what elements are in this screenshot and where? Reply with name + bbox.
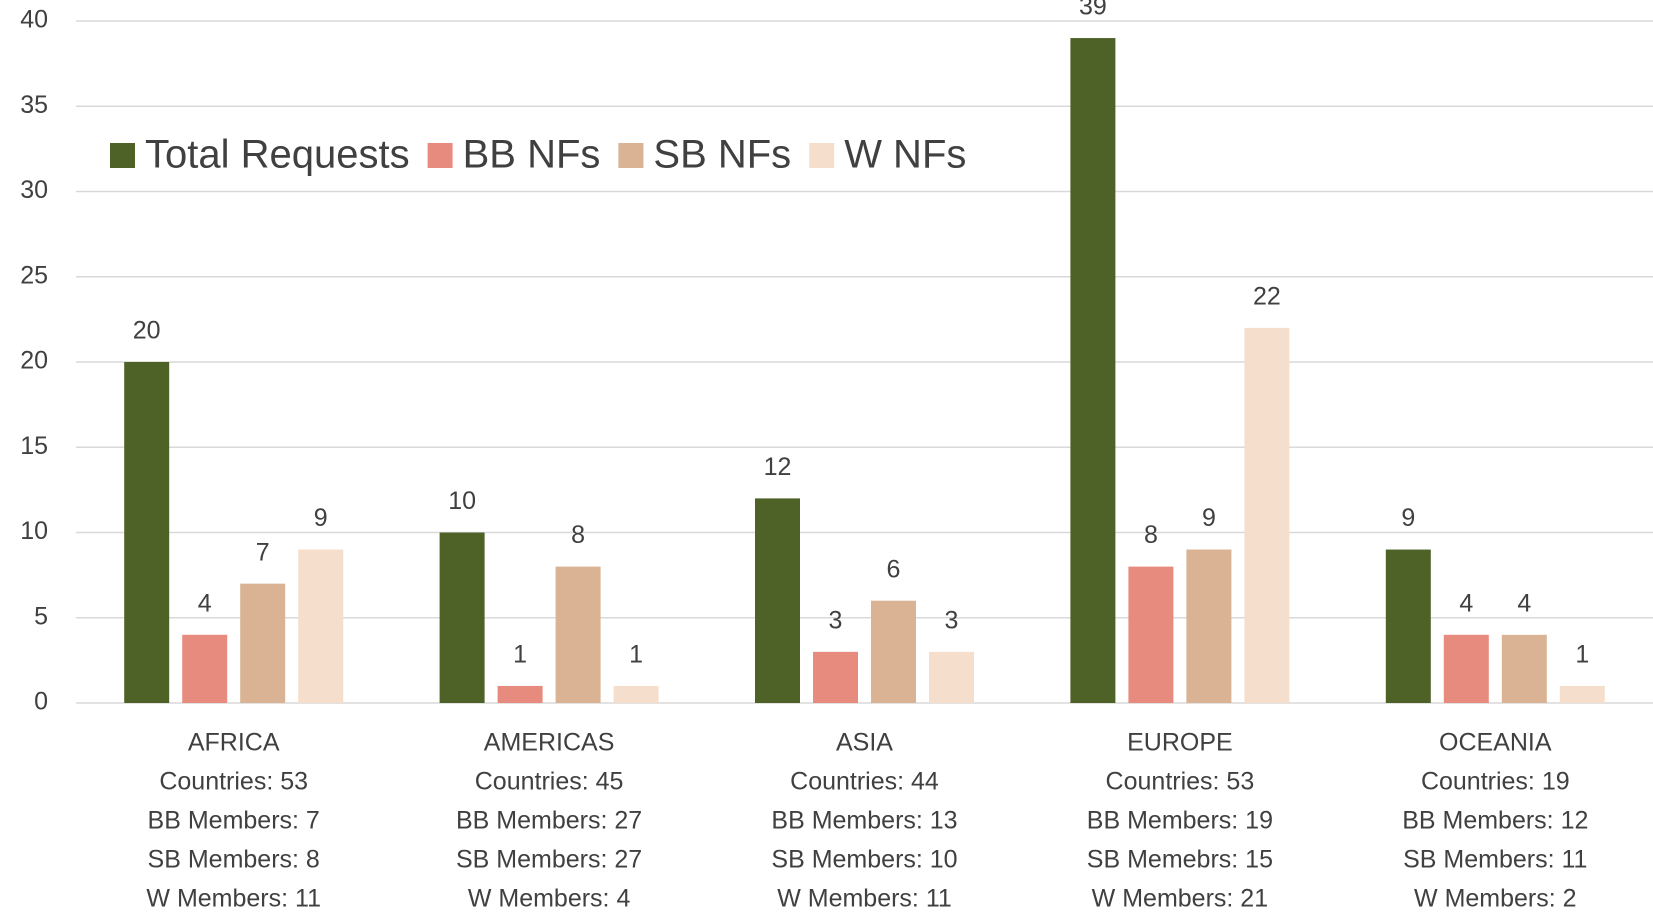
category-detail: BB Members: 12 — [1402, 807, 1588, 835]
category-detail: SB Members: 10 — [771, 846, 957, 874]
y-tick-label: 25 — [20, 261, 48, 289]
bar — [240, 583, 286, 703]
bar — [871, 600, 916, 703]
bar — [813, 651, 858, 703]
y-tick-label: 5 — [34, 602, 48, 630]
bar — [439, 532, 485, 703]
category-detail: W Members: 4 — [468, 885, 631, 913]
y-tick-label: 0 — [34, 688, 48, 716]
category-detail: SB Members: 11 — [1403, 846, 1587, 874]
y-tick-label: 35 — [20, 91, 48, 119]
y-tick-label: 15 — [20, 432, 48, 460]
bar — [124, 362, 170, 703]
legend-label: SB NFs — [653, 133, 791, 177]
data-label: 3 — [945, 606, 959, 634]
legend-label: W NFs — [844, 133, 966, 177]
category-detail: Countries: 53 — [1106, 768, 1255, 796]
data-label: 4 — [1459, 589, 1473, 617]
category-detail: BB Members: 19 — [1087, 807, 1273, 835]
category-detail: W Members: 11 — [146, 885, 321, 913]
bar — [1501, 634, 1547, 703]
legend-swatch — [427, 143, 453, 168]
bar — [1244, 327, 1290, 703]
y-tick-label: 30 — [20, 176, 48, 204]
data-label: 20 — [133, 317, 161, 345]
y-tick-label: 20 — [20, 347, 48, 375]
x-tick-label: AMERICAS — [484, 729, 615, 757]
legend-label: Total Requests — [145, 133, 410, 177]
bar — [182, 634, 228, 703]
category-detail: SB Memebrs: 15 — [1087, 846, 1273, 874]
category-detail: Countries: 44 — [790, 768, 939, 796]
bar — [1128, 566, 1174, 703]
legend-swatch — [618, 143, 644, 168]
data-label: 22 — [1253, 283, 1281, 311]
data-label: 7 — [256, 538, 270, 566]
legend-swatch — [110, 143, 135, 168]
bar — [555, 566, 601, 703]
data-label: 1 — [629, 641, 643, 669]
category-detail: Countries: 19 — [1421, 768, 1570, 796]
legend-label: BB NFs — [463, 133, 601, 177]
bar — [1186, 549, 1232, 703]
bar — [755, 498, 800, 703]
x-tick-label: ASIA — [836, 729, 893, 757]
x-tick-label: OCEANIA — [1439, 729, 1552, 757]
x-tick-label: EUROPE — [1127, 729, 1233, 757]
x-tick-label: AFRICA — [188, 729, 280, 757]
bar — [613, 685, 659, 703]
data-label: 4 — [1517, 589, 1531, 617]
category-detail: SB Members: 8 — [148, 846, 320, 874]
category-detail: BB Members: 27 — [456, 807, 642, 835]
bar — [1385, 549, 1431, 703]
data-label: 9 — [1202, 504, 1216, 532]
data-label: 1 — [1575, 641, 1589, 669]
category-detail: W Members: 11 — [777, 885, 952, 913]
category-detail: BB Members: 7 — [148, 807, 320, 835]
bar — [1559, 685, 1605, 703]
category-detail: BB Members: 13 — [771, 807, 957, 835]
data-label: 8 — [571, 521, 585, 549]
bar — [497, 685, 543, 703]
bar — [1070, 38, 1116, 704]
y-tick-label: 10 — [20, 517, 48, 545]
data-label: 1 — [513, 641, 527, 669]
y-tick-label: 40 — [20, 6, 48, 34]
category-detail: Countries: 45 — [475, 768, 624, 796]
data-label: 9 — [314, 504, 328, 532]
data-label: 39 — [1079, 0, 1107, 21]
category-detail: Countries: 53 — [159, 768, 308, 796]
data-label: 9 — [1401, 504, 1415, 532]
data-label: 10 — [448, 487, 476, 515]
category-detail: W Members: 21 — [1092, 885, 1268, 913]
bar — [929, 651, 974, 703]
data-label: 4 — [198, 589, 212, 617]
data-label: 12 — [764, 453, 792, 481]
legend-swatch — [809, 143, 835, 168]
data-label: 3 — [829, 606, 843, 634]
category-detail: W Members: 2 — [1414, 885, 1577, 913]
bar — [1443, 634, 1489, 703]
category-detail: SB Members: 27 — [456, 846, 642, 874]
bar — [298, 549, 344, 703]
data-label: 6 — [887, 555, 901, 583]
data-label: 8 — [1144, 521, 1158, 549]
